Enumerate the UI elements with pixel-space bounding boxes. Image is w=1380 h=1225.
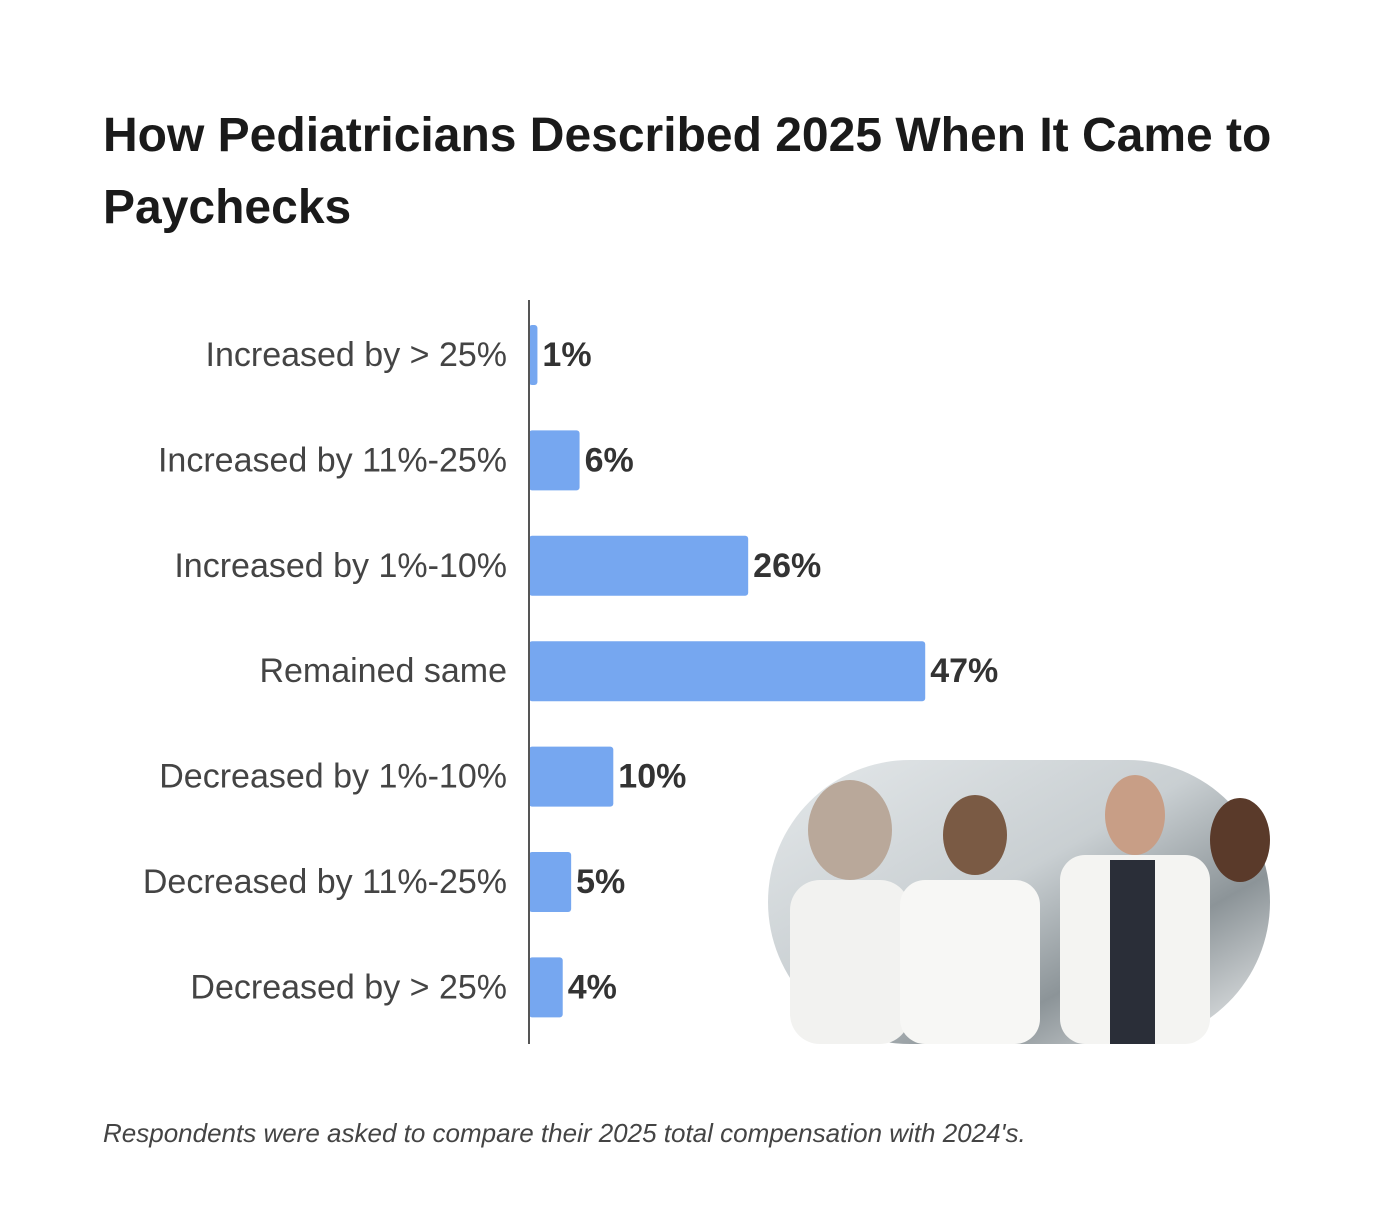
value-label: 47%: [930, 652, 998, 690]
value-label: 4%: [568, 968, 617, 1006]
bar: [529, 957, 563, 1018]
category-label: Remained same: [259, 652, 507, 690]
category-label: Decreased by 1%-10%: [159, 758, 507, 796]
value-label: 10%: [618, 758, 686, 796]
category-label: Decreased by 11%-25%: [143, 863, 507, 901]
value-label: 5%: [576, 863, 625, 901]
category-label: Increased by 1%-10%: [174, 547, 507, 585]
chart-title: How Pediatricians Described 2025 When It…: [103, 109, 1272, 234]
bar: [529, 852, 572, 912]
category-label: Decreased by > 25%: [190, 968, 507, 1006]
bar: [529, 325, 538, 385]
value-label: 1%: [542, 336, 591, 374]
category-label: Increased by > 25%: [206, 336, 507, 374]
value-label: 26%: [753, 547, 821, 585]
bar: [529, 535, 749, 596]
bar: [529, 746, 614, 807]
bar: [529, 641, 926, 702]
photo: [768, 760, 1270, 1044]
footnote: Respondents were asked to compare their …: [103, 1118, 1026, 1148]
category-label: Increased by 11%-25%: [158, 441, 507, 479]
value-label: 6%: [585, 441, 634, 479]
bar: [529, 430, 580, 491]
